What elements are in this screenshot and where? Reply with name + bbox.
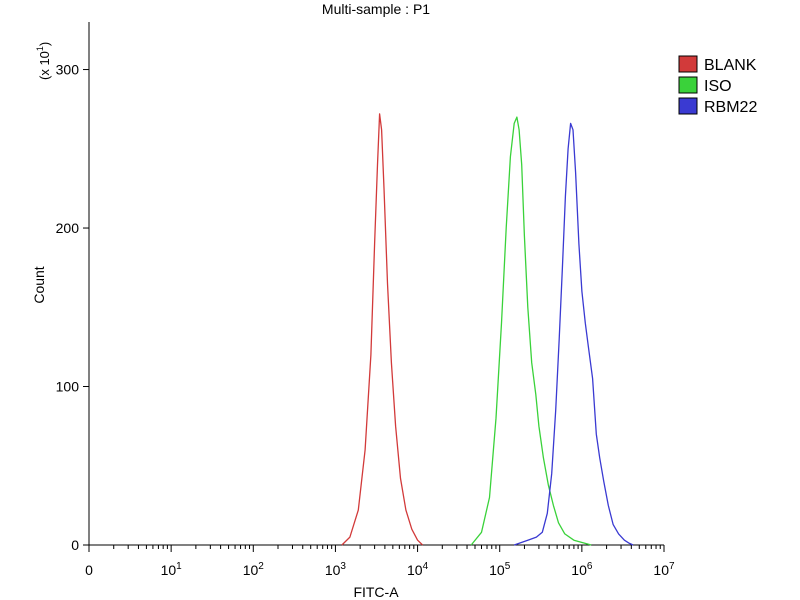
x-tick-label: 107 bbox=[653, 561, 675, 578]
x-axis: 0 101 102 103 104 105 106 107 bbox=[85, 545, 675, 578]
x-axis-label: FITC-A bbox=[353, 584, 399, 600]
y-axis: 0 100 200 300 bbox=[56, 62, 89, 553]
y-tick-label: 300 bbox=[56, 62, 80, 78]
y-tick-label: 0 bbox=[71, 537, 79, 553]
series-line-iso bbox=[470, 116, 592, 546]
x-tick-label: 105 bbox=[489, 561, 511, 578]
chart-title: Multi-sample : P1 bbox=[322, 1, 430, 17]
plot-frame bbox=[88, 22, 664, 546]
x-tick-label: 104 bbox=[407, 561, 429, 578]
legend-swatch-iso bbox=[678, 76, 698, 94]
legend: BLANK ISO RBM22 bbox=[678, 55, 757, 116]
y-tick-label: 200 bbox=[56, 220, 80, 236]
series-line-blank bbox=[341, 113, 424, 546]
x-tick-label: 106 bbox=[571, 561, 593, 578]
series-lines bbox=[341, 113, 634, 546]
legend-label-rbm22: RBM22 bbox=[704, 99, 757, 116]
legend-label-iso: ISO bbox=[704, 78, 732, 95]
series-line-rbm22 bbox=[513, 122, 634, 546]
x-tick-label: 102 bbox=[243, 561, 265, 578]
x-tick-label: 101 bbox=[161, 561, 183, 578]
x-tick-label: 103 bbox=[325, 561, 347, 578]
legend-swatch-rbm22 bbox=[678, 97, 698, 115]
y-tick-label: 100 bbox=[56, 379, 80, 395]
x-tick-label: 0 bbox=[85, 562, 93, 578]
legend-label-blank: BLANK bbox=[704, 57, 757, 74]
legend-swatch-blank bbox=[678, 55, 698, 73]
y-axis-label: Count bbox=[31, 266, 47, 303]
y-multiplier-label: (x 101) bbox=[35, 42, 52, 80]
